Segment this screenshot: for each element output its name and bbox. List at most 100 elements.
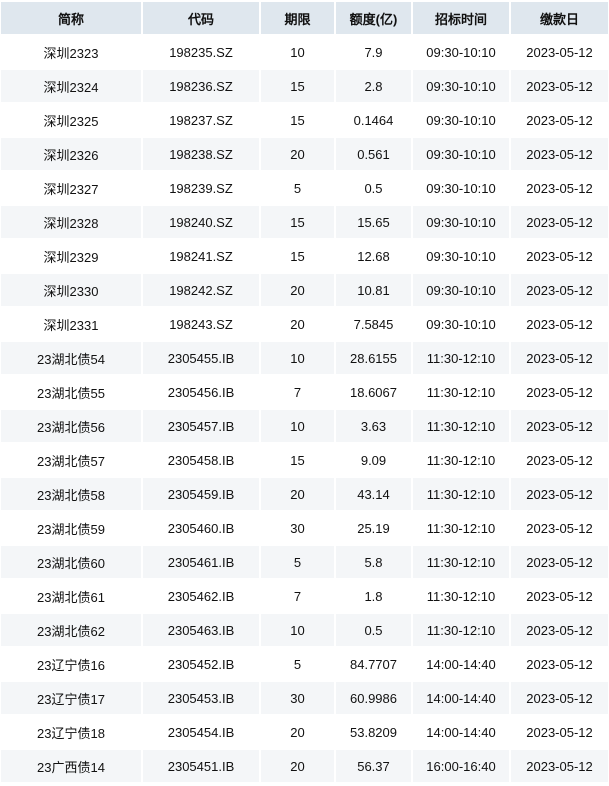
cell-amount: 15.65 [336,206,411,238]
cell-payment-date: 2023-05-12 [526,520,593,536]
cell-bid-time: 09:30-10:10 [426,316,496,332]
cell-code: 2305462.IB [167,588,235,604]
cell-bid-time: 11:30-12:10 [426,384,496,400]
cell-term: 5 [293,656,302,672]
cell-code: 2305458.IB [167,452,235,468]
cell-name: 深圳2324 [1,70,141,102]
cell-payment-date: 2023-05-12 [511,342,608,374]
cell-term: 20 [261,274,334,306]
cell-payment-date: 2023-05-12 [526,384,593,400]
table-row: 23辽宁债17 2305453.IB 30 60.9986 14:00-14:40 202… [1,682,608,714]
cell-payment-date: 2023-05-12 [526,316,593,332]
cell-bid-time: 14:00-14:40 [426,656,496,672]
cell-payment-date: 2023-05-12 [511,206,608,238]
cell-name: 23湖北债55 [37,385,105,401]
cell-bid-time: 09:30-10:10 [413,206,509,238]
cell-term: 15 [290,112,305,128]
cell-code: 198241.SZ [169,248,233,264]
cell-term: 15 [261,70,334,102]
cell-bid-time: 09:30-10:10 [413,138,509,170]
cell-amount: 7.9 [364,44,383,60]
cell-bid-time: 11:30-12:10 [413,410,509,442]
cell-code: 2305455.IB [143,342,259,374]
cell-payment-date: 2023-05-12 [511,410,608,442]
cell-amount: 1.8 [364,588,383,604]
cell-payment-date: 2023-05-12 [526,656,593,672]
cell-amount: 43.14 [336,478,411,510]
cell-payment-date: 2023-05-12 [511,614,608,646]
cell-name: 深圳2327 [43,181,99,197]
cell-term: 5 [261,546,334,578]
table-row: 深圳2328 198240.SZ 15 15.65 09:30-10:10 2023-05… [1,206,608,238]
cell-name: 23湖北债61 [37,589,105,605]
cell-code: 198235.SZ [169,44,233,60]
cell-term: 7 [293,384,302,400]
table-row: 23广西债14 2305451.IB 20 56.37 16:00-16:40 2023-… [1,750,608,782]
cell-code: 2305451.IB [143,750,259,782]
cell-payment-date: 2023-05-12 [526,724,593,740]
cell-amount: 56.37 [336,750,411,782]
cell-code: 2305456.IB [167,384,235,400]
cell-term: 20 [290,316,305,332]
cell-term: 20 [261,750,334,782]
cell-code: 2305461.IB [143,546,259,578]
cell-code: 2305457.IB [143,410,259,442]
table-row: 23湖北债61 2305462.IB 7 1.8 11:30-12:10 2023-05-… [1,580,608,612]
cell-term: 20 [290,724,305,740]
cell-code: 198238.SZ [143,138,259,170]
table-row: 23湖北债62 2305463.IB 10 0.5 11:30-12:10 2023-05… [1,614,608,646]
cell-payment-date: 2023-05-12 [511,70,608,102]
column-header-code: 代码 [143,2,259,34]
cell-payment-date: 2023-05-12 [526,112,593,128]
column-header-bid-time: 招标时间 [413,2,509,34]
cell-name: 23湖北债62 [1,614,141,646]
table-row: 23湖北债55 2305456.IB 7 18.6067 11:30-12:10 2023… [1,376,608,408]
cell-name: 深圳2330 [1,274,141,306]
cell-term: 5 [293,180,302,196]
cell-payment-date: 2023-05-12 [511,274,608,306]
cell-payment-date: 2023-05-12 [511,682,608,714]
cell-bid-time: 14:00-14:40 [426,724,496,740]
cell-name: 深圳2331 [43,317,99,333]
cell-amount: 12.68 [357,248,390,264]
cell-amount: 0.5 [364,180,383,196]
column-header-payment-date: 缴款日 [511,2,608,34]
cell-term: 10 [290,44,305,60]
cell-code: 198237.SZ [169,112,233,128]
cell-name: 深圳2326 [1,138,141,170]
cell-amount: 18.6067 [350,384,397,400]
cell-code: 2305453.IB [143,682,259,714]
cell-name: 23湖北债59 [37,521,105,537]
cell-code: 2305454.IB [167,724,235,740]
cell-bid-time: 11:30-12:10 [413,478,509,510]
cell-payment-date: 2023-05-12 [526,248,593,264]
cell-name: 23湖北债56 [1,410,141,442]
cell-code: 198236.SZ [143,70,259,102]
cell-name: 23湖北债54 [1,342,141,374]
cell-code: 198242.SZ [143,274,259,306]
cell-code: 198239.SZ [169,180,233,196]
cell-bid-time: 11:30-12:10 [413,342,509,374]
cell-name: 23辽宁债18 [37,725,105,741]
cell-name: 深圳2323 [43,45,99,61]
table-row: 23湖北债60 2305461.IB 5 5.8 11:30-12:10 2023-05-… [1,546,608,578]
column-header-name: 简称 [1,2,141,34]
cell-code: 198243.SZ [169,316,233,332]
cell-amount: 0.5 [336,614,411,646]
cell-term: 10 [261,342,334,374]
cell-name: 23湖北债57 [37,453,105,469]
cell-bid-time: 09:30-10:10 [426,112,496,128]
cell-code: 2305460.IB [167,520,235,536]
cell-name: 23辽宁债17 [1,682,141,714]
cell-code: 2305463.IB [143,614,259,646]
cell-payment-date: 2023-05-12 [511,750,608,782]
table-row: 深圳2329 198241.SZ 15 12.68 09:30-10:10 2023-05… [1,240,608,272]
cell-amount: 53.8209 [350,724,397,740]
cell-amount: 10.81 [336,274,411,306]
cell-code: 198240.SZ [143,206,259,238]
cell-name: 23湖北债58 [1,478,141,510]
cell-code: 2305452.IB [167,656,235,672]
cell-name: 23辽宁债16 [37,657,105,673]
table-row: 深圳2323 198235.SZ 10 7.9 09:30-10:10 2023-05-1… [1,36,608,68]
cell-bid-time: 09:30-10:10 [426,248,496,264]
